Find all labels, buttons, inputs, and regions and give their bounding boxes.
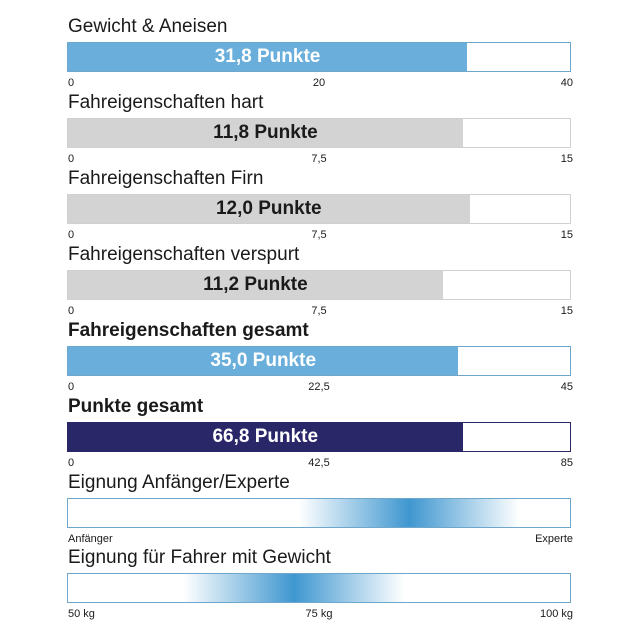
bar-fill — [68, 195, 470, 223]
bar-track: 11,2 Punkte — [67, 270, 571, 300]
chart-title: Punkte gesamt — [68, 396, 204, 417]
gradient-fill — [68, 574, 570, 602]
tick-label: 22,5 — [308, 381, 330, 393]
chart-title: Fahreigenschaften hart — [68, 92, 264, 113]
bar-value-label: 35,0 Punkte — [210, 350, 317, 371]
bar-fill — [68, 271, 443, 299]
tick-label: 7,5 — [311, 305, 327, 317]
tick-label: 0 — [68, 381, 75, 393]
tick-label: 7,5 — [311, 153, 327, 165]
tick-label: 85 — [560, 457, 573, 469]
bar-fill — [68, 43, 468, 71]
bar-track: 31,8 Punkte — [67, 42, 571, 72]
tick-label: 0 — [68, 153, 75, 165]
gradient-fill — [68, 499, 570, 527]
bar-track — [67, 498, 571, 528]
tick-label: 0 — [68, 457, 75, 469]
bar-track: 12,0 Punkte — [67, 194, 571, 224]
chart-title: Fahreigenschaften gesamt — [68, 320, 309, 341]
bar-track: 66,8 Punkte — [67, 422, 571, 452]
bar-fill — [68, 119, 463, 147]
tick-label: 15 — [560, 229, 573, 241]
chart-title: Eignung für Fahrer mit Gewicht — [68, 547, 331, 568]
bar-value-label: 12,0 Punkte — [215, 198, 322, 219]
tick-label: 100 kg — [539, 608, 573, 620]
chart-title: Gewicht & Aneisen — [68, 16, 228, 37]
bar-fill — [68, 423, 463, 451]
bar-track: 11,8 Punkte — [67, 118, 571, 148]
tick-label: 42,5 — [308, 457, 330, 469]
chart-title: Eignung Anfänger/Experte — [68, 472, 290, 493]
bar-track — [67, 573, 571, 603]
tick-label: 7,5 — [311, 229, 327, 241]
bar-value-label: 11,2 Punkte — [203, 274, 308, 295]
tick-label: 20 — [312, 77, 326, 89]
bar-value-label: 11,8 Punkte — [213, 122, 318, 143]
tick-label: Anfänger — [68, 533, 113, 545]
tick-label: 0 — [68, 77, 75, 89]
tick-label: Experte — [535, 533, 573, 545]
tick-label: 45 — [560, 381, 573, 393]
tick-label: 40 — [560, 77, 573, 89]
tick-label: 15 — [560, 305, 573, 317]
bar-value-label: 66,8 Punkte — [212, 426, 319, 447]
tick-label: 75 kg — [305, 608, 333, 620]
tick-label: 0 — [68, 305, 75, 317]
bar-value-label: 31,8 Punkte — [214, 46, 321, 67]
tick-label: 0 — [68, 229, 75, 241]
chart-title: Fahreigenschaften Firn — [68, 168, 264, 189]
tick-label: 50 kg — [68, 608, 95, 620]
bar-track: 35,0 Punkte — [67, 346, 571, 376]
tick-label: 15 — [560, 153, 573, 165]
bar-fill — [68, 347, 459, 375]
chart-title: Fahreigenschaften verspurt — [68, 244, 300, 265]
